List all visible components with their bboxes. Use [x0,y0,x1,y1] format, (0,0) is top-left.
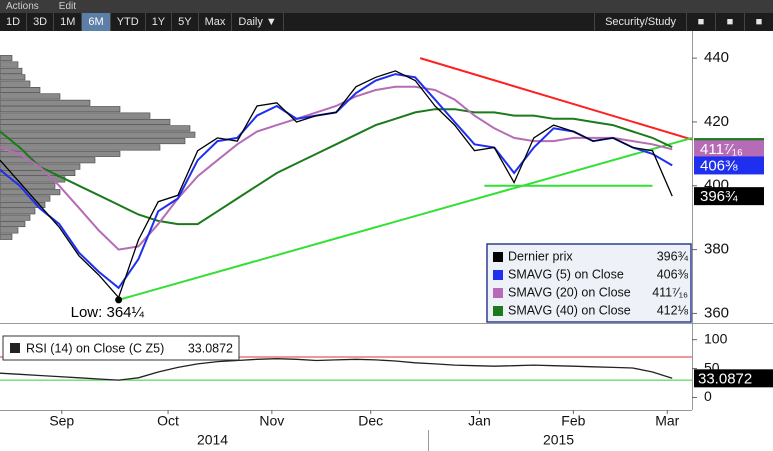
x-tick-label: Mar [655,413,679,429]
last-value-box [694,156,764,175]
legend-swatch [10,343,20,353]
legend-swatch [493,270,503,280]
last-value-box [694,140,764,159]
study-button[interactable]: Security/Study [594,13,686,31]
y-tick-label: 440 [704,49,729,66]
x-group-label: 2015 [543,432,574,448]
x-group-label: 2014 [197,432,228,448]
last-value-label: 411⁷⁄₁₆ [700,141,743,158]
legend-swatch [493,288,503,298]
profile-bar [0,150,121,157]
legend-value: 33.0872 [188,341,233,355]
profile-bar [0,233,13,240]
profile-bar [0,125,191,132]
menu-item[interactable]: Actions [6,1,39,12]
range-button[interactable]: 1Y [146,13,173,31]
legend-label: SMAVG (20) on Close [508,285,631,299]
x-tick-label: Sep [49,413,74,429]
range-button[interactable]: YTD [111,13,146,31]
menu-item[interactable]: Edit [58,1,77,12]
profile-bar [0,195,51,202]
legend-value: 406⅜ [657,267,689,281]
x-tick-label: Oct [157,413,179,429]
profile-bar [0,208,36,215]
range-button[interactable]: 1D [0,13,28,31]
x-tick-label: Dec [358,413,383,429]
profile-bar [0,144,161,151]
profile-bar [0,157,96,164]
profile-bar [0,55,13,62]
legend-label: Dernier prix [508,249,573,263]
profile-bar [0,214,31,221]
menu-bar: Actions Edit [0,0,773,13]
legend-box [486,243,692,323]
profile-bar [0,221,26,228]
last-value-label: 396¾ [700,188,738,205]
plot-layer [0,55,692,301]
profile-bar [0,87,41,94]
profile-bar [0,131,196,138]
last-value-label: 406⅜ [700,157,738,174]
x-tick-label: Jan [468,413,491,429]
profile-bar [0,118,171,125]
y-tick-label: 380 [704,241,729,258]
trend-line [118,136,692,301]
profile-bar [0,80,31,87]
legend-label: SMAVG (5) on Close [508,267,624,281]
y-tick-label: 100 [704,330,728,346]
x-tick-label: Nov [259,413,284,429]
flag-icon[interactable]: ■ [686,13,715,31]
profile-bar [0,61,19,68]
trend-line [419,57,692,141]
toolbar: 1D 3D 1M 6M YTD 1Y 5Y Max Daily ▼ Security/Study ■… [0,13,773,31]
last-value-box [694,369,773,388]
x-tick-label: Feb [561,413,585,429]
period-select[interactable]: Daily ▼ [232,13,284,31]
last-value-label: 33.0872 [698,370,752,387]
profile-bar [0,138,186,145]
range-button[interactable]: Max [199,13,233,31]
profile-bar [0,201,46,208]
series-line [0,70,673,299]
range-button[interactable]: 3D [27,13,55,31]
legend-swatch [493,306,503,316]
profile-bar [0,74,26,81]
profile-bar [0,182,56,189]
last-value-box [694,187,764,206]
range-button[interactable]: 1M [54,13,83,31]
legend-value: 412⅛ [657,303,689,317]
legend-value: 411⁷⁄₁₆ [652,285,688,299]
y-tick-label: 360 [704,304,729,321]
legend-label: SMAVG (40) on Close [508,303,631,317]
series-line [0,108,673,226]
legend-value: 396¾ [657,249,689,263]
profile-bar [0,106,121,113]
series-line [0,358,673,381]
range-button[interactable]: 6M [82,13,111,31]
y-tick-label: 0 [704,388,712,404]
profile-bar [0,99,91,106]
low-label: Low: 364¼ [71,304,145,321]
low-marker [115,296,123,304]
profile-bar [0,67,23,74]
edit-icon[interactable]: ■ [715,13,744,31]
legend-label: RSI (14) on Close (C Z5) [26,341,164,355]
y-tick-label: 420 [704,113,729,130]
series-line [0,85,673,251]
settings-icon[interactable]: ■ [744,13,773,31]
legend-swatch [493,252,503,262]
rsi-legend-box [2,335,240,361]
profile-bar [0,112,151,119]
range-button[interactable]: 5Y [172,13,199,31]
profile-bar [0,169,76,177]
profile-bar [0,93,61,100]
profile-bar [0,227,19,234]
